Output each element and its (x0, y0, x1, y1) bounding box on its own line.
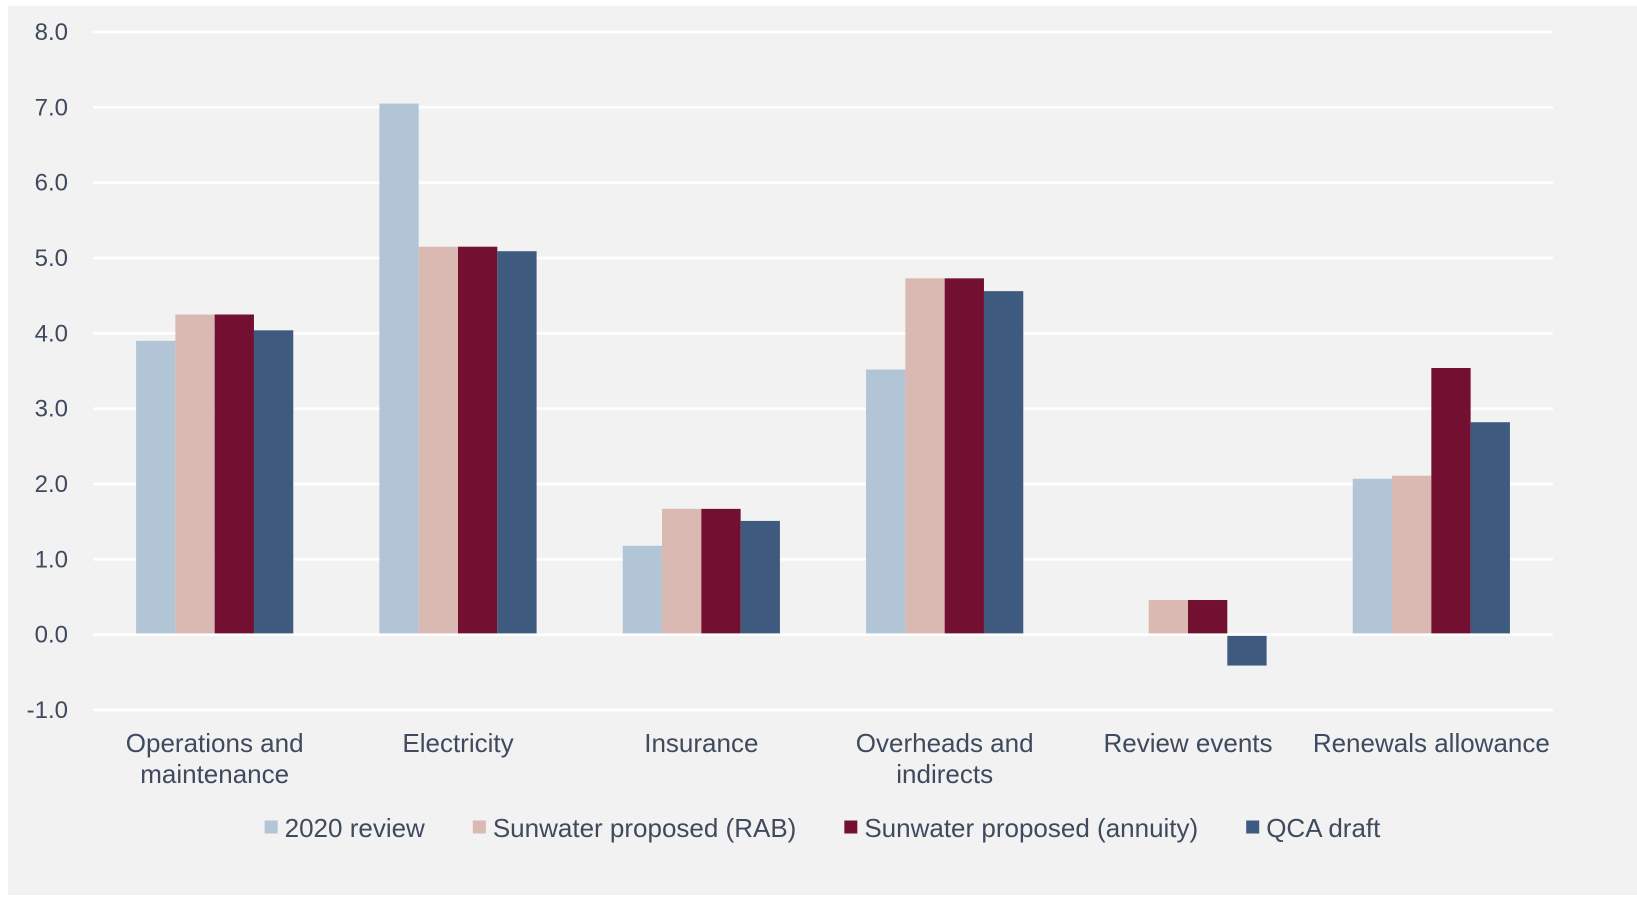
y-tick-label: 4.0 (35, 320, 68, 347)
x-category-label: Insurance (644, 728, 758, 758)
legend: 2020 review Sunwater proposed (RAB) Sunwat… (264, 813, 1381, 843)
legend-item: Sunwater proposed (annuity) (844, 813, 1198, 843)
y-tick-label: 1.0 (35, 546, 68, 573)
legend-swatch (1246, 820, 1260, 834)
x-category-label: Overheads and indirects (856, 728, 1034, 789)
legend-item: 2020 review (264, 813, 425, 843)
bar (497, 251, 537, 635)
bar (1431, 367, 1471, 635)
bar-chart: 8.0 7.0 6.0 5.0 4.0 3.0 2.0 1.0 0.0 -1.0 Operatio… (27, 19, 1553, 843)
x-category-label: Renewals allowance (1313, 728, 1550, 758)
bar (253, 330, 294, 635)
bar (458, 246, 498, 635)
y-tick-label: 5.0 (35, 245, 68, 272)
bar (136, 340, 176, 635)
bar (1352, 478, 1393, 635)
y-tick-label: 7.0 (35, 94, 68, 121)
chart-frame: 8.0 7.0 6.0 5.0 4.0 3.0 2.0 1.0 0.0 -1.0 Operatio… (8, 6, 1637, 895)
bar (983, 291, 1024, 635)
bar (379, 103, 419, 635)
bar (1188, 600, 1228, 635)
legend-item: Sunwater proposed (RAB) (472, 813, 796, 843)
bars (93, 103, 1553, 666)
x-category-label: Electricity (402, 728, 513, 758)
bar (214, 314, 254, 635)
y-axis-tick-labels: 8.0 7.0 6.0 5.0 4.0 3.0 2.0 1.0 0.0 -1.0 (27, 19, 68, 724)
bar (1227, 634, 1267, 666)
legend-swatch (264, 820, 278, 834)
bar (1470, 422, 1510, 635)
y-tick-label: 2.0 (35, 471, 68, 498)
bar (175, 314, 215, 635)
bar (1148, 600, 1188, 635)
bar (740, 520, 780, 635)
bar (662, 508, 702, 635)
y-tick-label: 0.0 (35, 622, 68, 649)
gridlines (93, 30, 1553, 712)
legend-label: Sunwater proposed (annuity) (864, 813, 1198, 843)
y-tick-label: 6.0 (35, 170, 68, 197)
legend-item: QCA draft (1246, 813, 1381, 843)
y-tick-label: 3.0 (35, 396, 68, 423)
legend-swatch (844, 820, 858, 834)
y-tick-label: 8.0 (35, 19, 68, 46)
bar (1392, 475, 1432, 635)
bar (418, 246, 458, 635)
bar (622, 545, 663, 635)
legend-swatch (472, 820, 486, 834)
y-tick-label: -1.0 (27, 697, 68, 724)
bar (905, 278, 945, 635)
x-axis-category-labels: Operations and maintenance Electricity Insu… (126, 728, 1550, 789)
legend-label: Sunwater proposed (RAB) (493, 813, 796, 843)
legend-label: QCA draft (1266, 813, 1381, 843)
bar (866, 369, 906, 635)
x-category-label: Operations and maintenance (126, 728, 304, 789)
bar (701, 508, 741, 635)
x-category-label: Review events (1103, 728, 1272, 758)
bar (944, 278, 984, 635)
legend-label: 2020 review (285, 813, 425, 843)
